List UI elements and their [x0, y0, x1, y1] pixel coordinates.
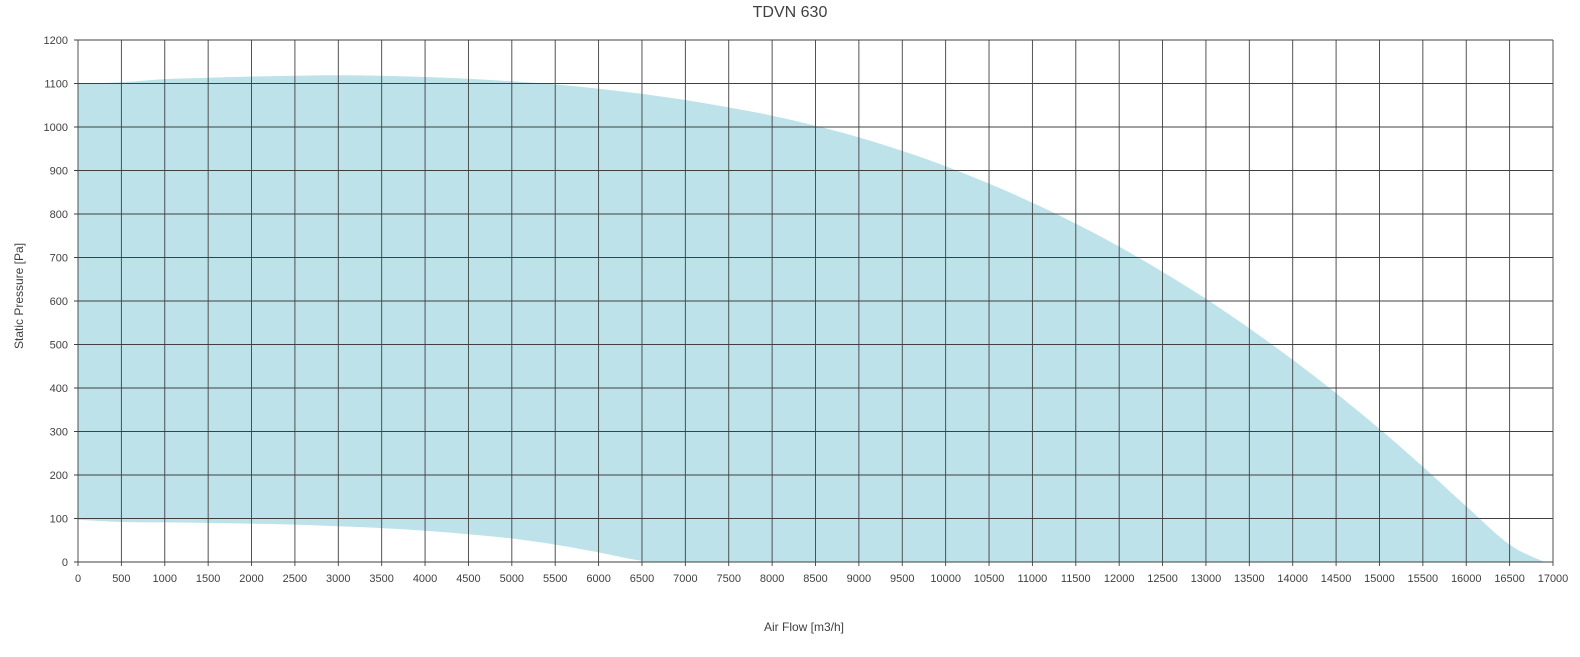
y-tick-label: 1100 — [44, 79, 68, 91]
x-tick-label: 16500 — [1494, 573, 1525, 585]
y-tick-label: 0 — [62, 557, 68, 569]
x-tick-label: 2000 — [239, 573, 263, 585]
y-axis-ticks: 0 100 200 300 400 500 600 700 800 900 1000 1100 1200 — [44, 35, 68, 569]
x-tick-label: 17000 — [1538, 573, 1569, 585]
x-tick-label: 0 — [75, 573, 81, 585]
y-axis-label: Static Pressure [Pa] — [12, 243, 26, 349]
grid — [74, 39, 1554, 566]
x-tick-label: 11000 — [1018, 573, 1048, 585]
x-tick-label: 3500 — [369, 573, 393, 585]
x-tick-label: 1000 — [153, 573, 177, 585]
y-tick-label: 400 — [50, 383, 68, 395]
x-tick-label: 3000 — [326, 573, 350, 585]
x-tick-label: 12500 — [1147, 573, 1178, 585]
x-tick-label: 16000 — [1451, 573, 1482, 585]
y-tick-label: 700 — [50, 253, 68, 265]
chart-title: TDVN 630 — [752, 4, 828, 21]
y-tick-label: 200 — [50, 470, 68, 482]
x-tick-label: 13500 — [1234, 573, 1265, 585]
x-tick-label: 4000 — [413, 573, 437, 585]
x-tick-label: 14500 — [1321, 573, 1352, 585]
operating-area — [78, 75, 1545, 563]
x-tick-label: 5000 — [500, 573, 524, 585]
x-axis-ticks: 0 500 1000 1500 2000 2500 3000 3500 4000 4500 5000… — [75, 573, 1568, 585]
y-tick-label: 1000 — [44, 122, 68, 134]
x-tick-label: 7500 — [716, 573, 740, 585]
x-tick-label: 12000 — [1104, 573, 1135, 585]
y-tick-label: 900 — [50, 166, 68, 178]
x-tick-label: 9500 — [890, 573, 914, 585]
x-tick-label: 8500 — [803, 573, 827, 585]
x-tick-label: 13000 — [1191, 573, 1222, 585]
x-tick-label: 14000 — [1277, 573, 1308, 585]
y-tick-label: 100 — [50, 514, 68, 526]
x-tick-label: 11500 — [1061, 573, 1091, 585]
x-axis-label: Air Flow [m3/h] — [764, 620, 844, 634]
x-tick-label: 8000 — [760, 573, 784, 585]
x-tick-label: 6000 — [586, 573, 610, 585]
x-tick-label: 5500 — [543, 573, 567, 585]
x-tick-label: 10500 — [974, 573, 1005, 585]
y-tick-label: 300 — [50, 427, 68, 439]
x-tick-label: 15500 — [1408, 573, 1439, 585]
y-tick-label: 600 — [50, 296, 68, 308]
x-tick-label: 9000 — [847, 573, 871, 585]
x-tick-label: 15000 — [1364, 573, 1395, 585]
x-tick-label: 6500 — [630, 573, 654, 585]
x-tick-label: 500 — [112, 573, 130, 585]
x-tick-label: 2500 — [283, 573, 307, 585]
operating-area-fill — [78, 75, 1545, 563]
x-tick-label: 10000 — [930, 573, 961, 585]
x-tick-label: 1500 — [196, 573, 220, 585]
y-tick-label: 800 — [50, 209, 68, 221]
y-tick-label: 500 — [50, 340, 68, 352]
y-tick-label: 1200 — [44, 35, 68, 47]
x-tick-label: 7000 — [673, 573, 697, 585]
x-tick-label: 4500 — [456, 573, 480, 585]
